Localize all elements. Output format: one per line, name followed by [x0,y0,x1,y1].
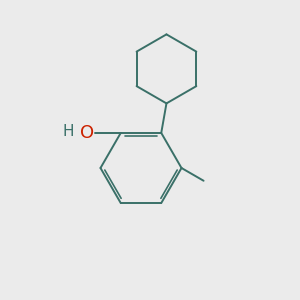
Text: O: O [80,124,94,142]
Text: H: H [62,124,74,139]
